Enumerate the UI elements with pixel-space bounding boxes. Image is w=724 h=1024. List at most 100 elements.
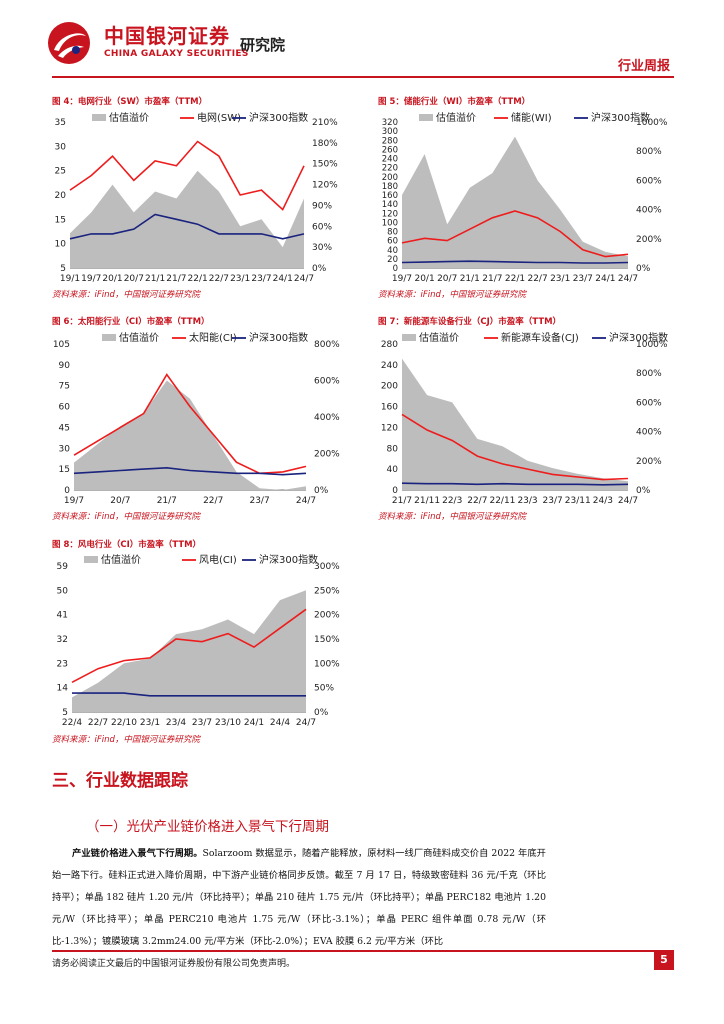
section-title: 三、行业数据跟踪 [52,771,188,791]
legend-swatch [84,556,98,563]
x-tick-label: 24/1 [273,274,293,284]
right-tick-label: 50% [314,684,334,694]
left-tick-label: 160 [382,191,398,201]
chart7-source: 资料来源：iFind，中国银河证券研究院 [378,512,526,522]
logo-institute: 研究院 [240,36,286,54]
legend-label: 风电(CI) [199,553,237,566]
left-tick-label: 0 [393,264,398,274]
x-tick-label: 19/7 [64,496,84,506]
right-tick-label: 800% [636,369,662,379]
x-tick-label: 21/7 [157,496,177,506]
right-tick-label: 30% [312,243,332,253]
left-tick-label: 30 [59,444,71,454]
left-tick-label: 30 [55,142,67,152]
left-tick-label: 59 [57,562,69,572]
series-csi300-pe-line [401,482,629,486]
x-tick-label: 23/7 [192,718,212,728]
x-tick-label: 23/1 [230,274,250,284]
left-tick-label: 105 [53,340,70,350]
paragraph-lead: 产业链价格进入景气下行周期。 [72,848,203,859]
x-tick-label: 21/1 [460,274,480,284]
x-tick-label: 22/7 [527,274,547,284]
left-tick-label: 120 [382,209,398,219]
right-tick-label: 200% [636,235,662,245]
left-tick-label: 140 [382,200,398,210]
legend-label: 估值溢价 [436,111,476,124]
x-tick-label: 23/11 [565,496,591,506]
x-tick-label: 22/7 [88,718,108,728]
left-tick-label: 75 [59,382,70,392]
series-csi300-pe-line [72,692,306,697]
legend-label: 沪深300指数 [249,331,308,344]
footer-disclaimer: 请务必阅读正文最后的中国银河证券股份有限公司免责声明。 [52,959,296,969]
left-tick-label: 0 [392,486,398,496]
left-tick-label: 40 [387,246,398,256]
right-tick-label: 100% [314,659,340,669]
legend-label: 新能源车设备(CJ) [501,331,579,344]
left-tick-label: 60 [59,403,71,413]
x-tick-label: 20/7 [124,274,144,284]
legend-label: 估值溢价 [101,553,141,566]
x-tick-label: 23/10 [215,718,241,728]
legend-label: 沪深300指数 [249,111,308,124]
left-tick-label: 41 [57,611,68,621]
chart8-wind-power-pe: 59 50 41 32 23 14 5 300% 250% 200% 150% 100% 50% 0% 22… [57,553,341,728]
right-tick-label: 210% [312,118,338,128]
chart8-source: 资料来源：iFind，中国银河证券研究院 [52,735,200,745]
right-tick-label: 0% [312,264,327,274]
left-tick-label: 25 [55,167,66,177]
right-tick-label: 60% [312,222,332,232]
left-tick-label: 45 [59,423,70,433]
right-tick-label: 600% [636,398,662,408]
left-tick-label: 14 [57,684,69,694]
x-tick-label: 22/4 [62,718,82,728]
series-premium-area [70,170,304,268]
left-tick-label: 60 [387,237,398,247]
x-tick-label: 19/7 [392,274,412,284]
series-industry-pe-line [401,413,629,481]
x-tick-label: 20/7 [437,274,457,284]
legend-label: 估值溢价 [119,331,159,344]
left-tick-label: 10 [55,240,67,250]
legend-swatch [419,114,433,121]
x-tick-label: 22/7 [467,496,487,506]
x-tick-label: 24/7 [618,274,638,284]
paragraph-body: Solarzoom 数据显示，随着产能释放，原材料一线厂商硅料成交价自 2022… [52,848,546,947]
chart8-title: 图 8：风电行业（CI）市盈率（TTM） [52,540,202,550]
right-tick-label: 300% [314,562,340,572]
right-tick-label: 400% [636,428,662,438]
left-tick-label: 5 [60,264,66,274]
left-tick-label: 100 [382,218,398,228]
chart5-energy-storage-pe: 3203002802602402202001801601401201008060… [382,111,668,284]
x-tick-label: 21/7 [392,496,412,506]
right-tick-label: 400% [314,413,340,423]
chart5-title: 图 5：储能行业（WI）市盈率（TTM） [378,97,531,107]
right-tick-label: 120% [312,181,338,191]
page-number: 5 [654,950,674,970]
x-tick-label: 21/1 [145,274,165,284]
left-tick-label: 80 [387,228,398,238]
right-tick-label: 800% [636,147,662,157]
section-subtitle: （一）光伏产业链价格进入景气下行周期 [86,819,329,835]
left-tick-label: 260 [382,145,398,155]
chart7-nev-equipment-pe: 280 240 200 160 120 80 40 0 1000% 800% 600% 400% 200… [381,331,668,506]
left-tick-label: 300 [382,127,398,137]
left-tick-label: 320 [382,118,398,128]
right-tick-label: 1000% [636,118,668,128]
left-tick-label: 240 [382,155,398,165]
right-tick-label: 180% [312,139,338,149]
x-tick-label: 24/7 [618,496,638,506]
x-tick-label: 20/1 [414,274,434,284]
series-industry-pe-line [401,210,629,258]
x-tick-label: 22/7 [209,274,229,284]
chart6-source: 资料来源：iFind，中国银河证券研究院 [52,512,200,522]
header-divider [52,76,674,78]
left-tick-label: 23 [57,659,68,669]
right-tick-label: 150% [312,160,338,170]
left-tick-label: 160 [381,403,398,413]
series-premium-area [402,358,628,490]
legend-label: 沪深300指数 [609,331,668,344]
right-tick-label: 400% [636,206,662,216]
legend-swatch [402,334,416,341]
x-tick-label: 22/11 [489,496,515,506]
